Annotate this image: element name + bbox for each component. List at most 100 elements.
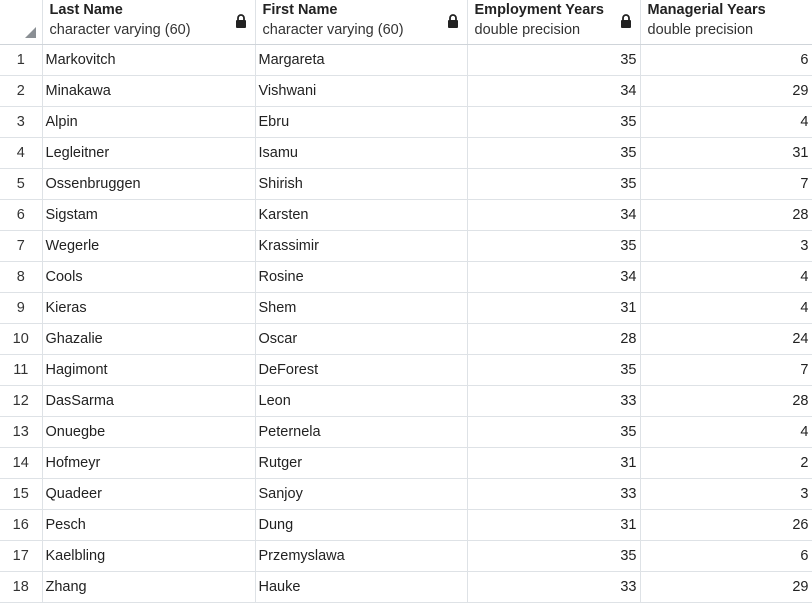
cell-first-name[interactable]: Dung: [255, 509, 468, 541]
cell-last-name[interactable]: Hofmeyr: [42, 447, 256, 479]
cell-last-name[interactable]: Kieras: [42, 292, 256, 324]
cell-employment-years[interactable]: 34: [467, 261, 641, 293]
cell-first-name[interactable]: Przemyslawa: [255, 540, 468, 572]
cell-managerial-years[interactable]: 28: [640, 199, 812, 231]
cell-managerial-years[interactable]: 31: [640, 137, 812, 169]
cell-first-name[interactable]: Krassimir: [255, 230, 468, 262]
table-row[interactable]: 18 Zhang Hauke 33 29: [0, 571, 812, 603]
cell-first-name[interactable]: Rosine: [255, 261, 468, 293]
row-number[interactable]: 13: [0, 416, 43, 448]
table-row[interactable]: 11 Hagimont DeForest 35 7: [0, 354, 812, 386]
row-number[interactable]: 10: [0, 323, 43, 355]
table-row[interactable]: 10 Ghazalie Oscar 28 24: [0, 323, 812, 355]
cell-employment-years[interactable]: 35: [467, 137, 641, 169]
cell-employment-years[interactable]: 28: [467, 323, 641, 355]
table-row[interactable]: 6 Sigstam Karsten 34 28: [0, 199, 812, 231]
cell-first-name[interactable]: Leon: [255, 385, 468, 417]
table-row[interactable]: 9 Kieras Shem 31 4: [0, 292, 812, 324]
cell-last-name[interactable]: Minakawa: [42, 75, 256, 107]
table-row[interactable]: 5 Ossenbruggen Shirish 35 7: [0, 168, 812, 200]
cell-first-name[interactable]: Ebru: [255, 106, 468, 138]
row-number[interactable]: 11: [0, 354, 43, 386]
cell-employment-years[interactable]: 35: [467, 44, 641, 76]
cell-first-name[interactable]: Sanjoy: [255, 478, 468, 510]
cell-employment-years[interactable]: 35: [467, 354, 641, 386]
cell-managerial-years[interactable]: 7: [640, 168, 812, 200]
table-row[interactable]: 17 Kaelbling Przemyslawa 35 6: [0, 540, 812, 572]
cell-employment-years[interactable]: 35: [467, 540, 641, 572]
cell-managerial-years[interactable]: 26: [640, 509, 812, 541]
table-row[interactable]: 13 Onuegbe Peternela 35 4: [0, 416, 812, 448]
cell-last-name[interactable]: Pesch: [42, 509, 256, 541]
cell-first-name[interactable]: Shem: [255, 292, 468, 324]
row-number[interactable]: 9: [0, 292, 43, 324]
row-number[interactable]: 15: [0, 478, 43, 510]
cell-employment-years[interactable]: 33: [467, 385, 641, 417]
row-number[interactable]: 6: [0, 199, 43, 231]
row-number[interactable]: 4: [0, 137, 43, 169]
column-header-employment-years[interactable]: Employment Years double precision: [467, 0, 641, 45]
cell-last-name[interactable]: Hagimont: [42, 354, 256, 386]
table-row[interactable]: 14 Hofmeyr Rutger 31 2: [0, 447, 812, 479]
cell-employment-years[interactable]: 31: [467, 292, 641, 324]
row-number[interactable]: 16: [0, 509, 43, 541]
cell-employment-years[interactable]: 35: [467, 106, 641, 138]
select-all-corner[interactable]: [0, 0, 43, 45]
cell-managerial-years[interactable]: 4: [640, 416, 812, 448]
row-number[interactable]: 1: [0, 44, 43, 76]
cell-employment-years[interactable]: 34: [467, 75, 641, 107]
cell-last-name[interactable]: Legleitner: [42, 137, 256, 169]
cell-last-name[interactable]: DasSarma: [42, 385, 256, 417]
cell-first-name[interactable]: Hauke: [255, 571, 468, 603]
row-number[interactable]: 5: [0, 168, 43, 200]
cell-employment-years[interactable]: 35: [467, 230, 641, 262]
row-number[interactable]: 12: [0, 385, 43, 417]
table-row[interactable]: 16 Pesch Dung 31 26: [0, 509, 812, 541]
cell-employment-years[interactable]: 33: [467, 571, 641, 603]
cell-managerial-years[interactable]: 3: [640, 230, 812, 262]
cell-managerial-years[interactable]: 28: [640, 385, 812, 417]
table-row[interactable]: 2 Minakawa Vishwani 34 29: [0, 75, 812, 107]
cell-managerial-years[interactable]: 6: [640, 540, 812, 572]
table-row[interactable]: 8 Cools Rosine 34 4: [0, 261, 812, 293]
cell-employment-years[interactable]: 35: [467, 168, 641, 200]
table-row[interactable]: 12 DasSarma Leon 33 28: [0, 385, 812, 417]
cell-first-name[interactable]: DeForest: [255, 354, 468, 386]
cell-first-name[interactable]: Margareta: [255, 44, 468, 76]
cell-last-name[interactable]: Ghazalie: [42, 323, 256, 355]
cell-first-name[interactable]: Shirish: [255, 168, 468, 200]
row-number[interactable]: 14: [0, 447, 43, 479]
cell-last-name[interactable]: Alpin: [42, 106, 256, 138]
cell-employment-years[interactable]: 31: [467, 447, 641, 479]
cell-employment-years[interactable]: 33: [467, 478, 641, 510]
cell-managerial-years[interactable]: 2: [640, 447, 812, 479]
cell-employment-years[interactable]: 35: [467, 416, 641, 448]
table-row[interactable]: 7 Wegerle Krassimir 35 3: [0, 230, 812, 262]
cell-last-name[interactable]: Markovitch: [42, 44, 256, 76]
cell-managerial-years[interactable]: 4: [640, 106, 812, 138]
cell-first-name[interactable]: Isamu: [255, 137, 468, 169]
cell-last-name[interactable]: Cools: [42, 261, 256, 293]
cell-managerial-years[interactable]: 3: [640, 478, 812, 510]
row-number[interactable]: 7: [0, 230, 43, 262]
cell-last-name[interactable]: Kaelbling: [42, 540, 256, 572]
cell-last-name[interactable]: Onuegbe: [42, 416, 256, 448]
table-row[interactable]: 4 Legleitner Isamu 35 31: [0, 137, 812, 169]
row-number[interactable]: 17: [0, 540, 43, 572]
table-row[interactable]: 15 Quadeer Sanjoy 33 3: [0, 478, 812, 510]
cell-last-name[interactable]: Sigstam: [42, 199, 256, 231]
cell-first-name[interactable]: Karsten: [255, 199, 468, 231]
cell-first-name[interactable]: Rutger: [255, 447, 468, 479]
table-row[interactable]: 1 Markovitch Margareta 35 6: [0, 44, 812, 76]
cell-last-name[interactable]: Quadeer: [42, 478, 256, 510]
cell-managerial-years[interactable]: 29: [640, 75, 812, 107]
table-row[interactable]: 3 Alpin Ebru 35 4: [0, 106, 812, 138]
column-header-last-name[interactable]: Last Name character varying (60): [42, 0, 256, 45]
cell-last-name[interactable]: Ossenbruggen: [42, 168, 256, 200]
cell-first-name[interactable]: Peternela: [255, 416, 468, 448]
cell-managerial-years[interactable]: 7: [640, 354, 812, 386]
row-number[interactable]: 8: [0, 261, 43, 293]
cell-first-name[interactable]: Vishwani: [255, 75, 468, 107]
cell-managerial-years[interactable]: 24: [640, 323, 812, 355]
column-header-first-name[interactable]: First Name character varying (60): [255, 0, 468, 45]
